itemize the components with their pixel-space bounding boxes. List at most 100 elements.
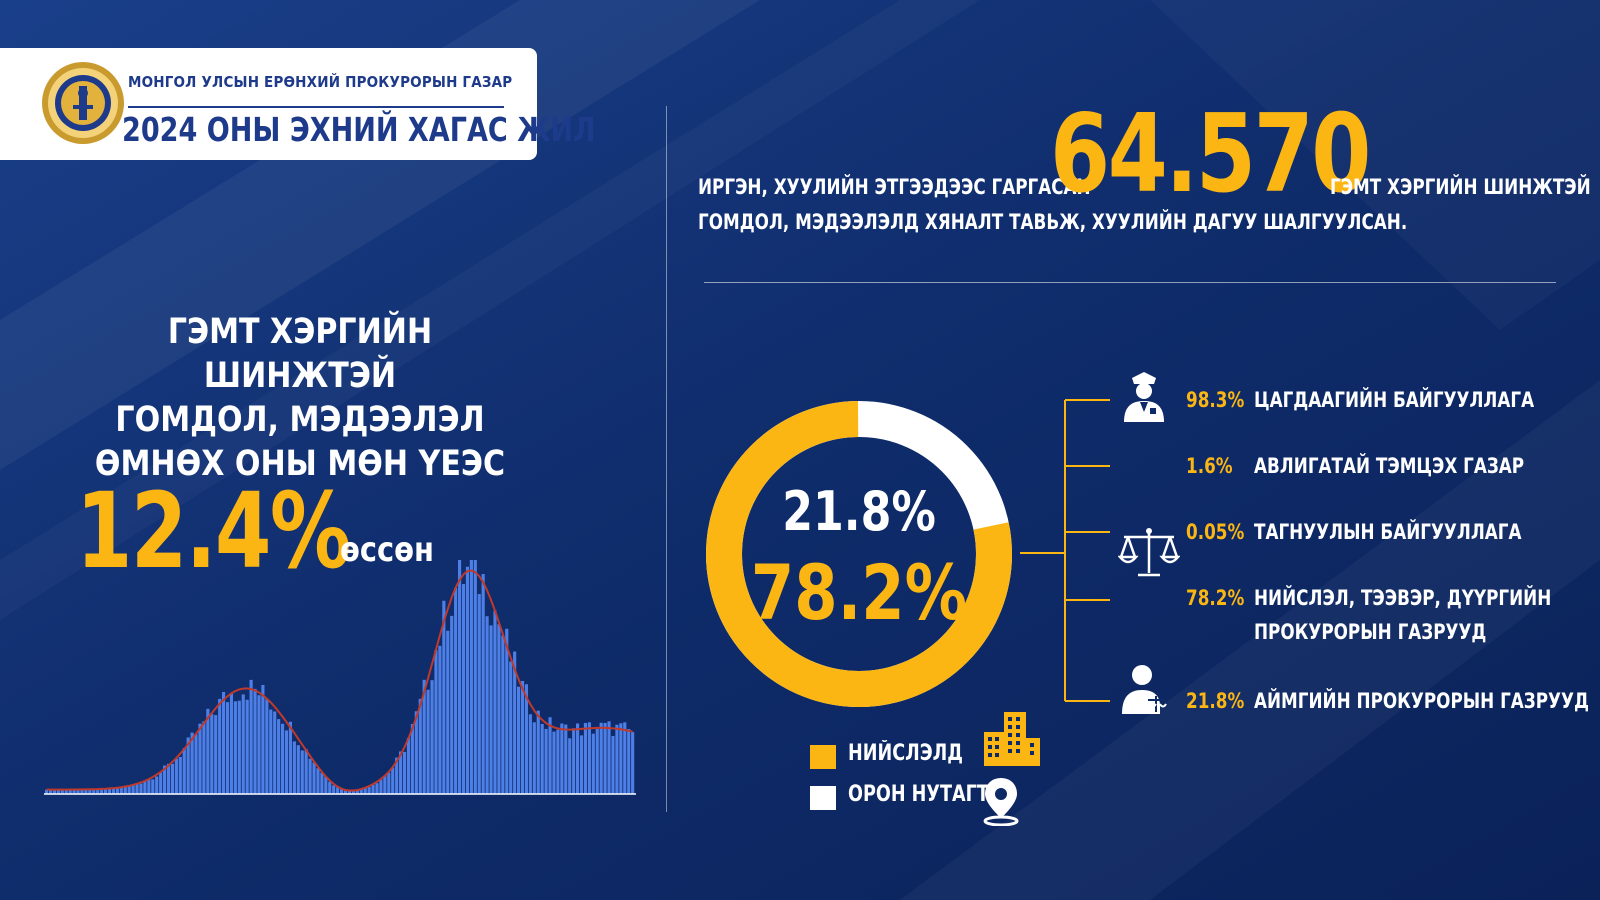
breakdown-label-intelligence: ТАГНУУЛЫН БАЙГУУЛЛАГА (1254, 515, 1522, 549)
decorative-bar (461, 584, 466, 794)
decorative-bar (576, 723, 580, 794)
decorative-bar (509, 661, 513, 794)
decorative-bar (131, 784, 135, 794)
decorative-bar (473, 560, 477, 794)
decorative-bar (497, 624, 501, 794)
decorative-bar (367, 786, 371, 794)
decorative-bar (583, 722, 588, 794)
decorative-bar (72, 789, 76, 794)
decorative-bar (481, 574, 485, 794)
decorative-bar (591, 733, 595, 794)
decorative-bar (80, 789, 84, 794)
decorative-bar (363, 787, 367, 794)
decorative-bar (178, 756, 182, 794)
growth-title-line: ГОМДОЛ, МЭДЭЭЛЭЛ (115, 400, 485, 440)
decorative-bar (135, 783, 139, 794)
breakdown-label-line: АЙМГИЙН ПРОКУРОРЫН ГАЗРУУД (1254, 689, 1589, 713)
growth-word: өссөн (340, 530, 434, 570)
decorative-bar (599, 722, 603, 794)
decorative-bar (552, 731, 556, 794)
decorative-bar (611, 736, 615, 794)
header-card: МОНГОЛ УЛСЫН ЕРӨНХИЙ ПРОКУРОРЫН ГАЗАР 20… (0, 48, 595, 160)
decorative-bar (560, 723, 564, 794)
decorative-bar (257, 695, 261, 794)
city-buildings-icon (984, 712, 1040, 766)
decorative-bar (615, 724, 619, 794)
decorative-bar (395, 757, 399, 794)
decorative-bar (320, 772, 324, 794)
decorative-bar (548, 717, 552, 794)
decorative-bar (359, 788, 363, 794)
decorative-bar (139, 783, 143, 794)
breakdown-pct-aimag-prosecutors: 21.8% (1186, 689, 1245, 713)
decorative-bar (623, 722, 627, 794)
decorative-bar (273, 711, 277, 794)
breakdown-label-line: ТАГНУУЛЫН БАЙГУУЛЛАГА (1254, 520, 1522, 544)
decorative-bar (304, 749, 308, 794)
decorative-bar (277, 719, 281, 794)
decorative-bar (442, 600, 446, 794)
breakdown-pct-intelligence: 0.05% (1186, 520, 1245, 544)
decorative-bar (159, 772, 163, 794)
decorative-bar (170, 763, 175, 794)
decorative-bar (513, 651, 517, 794)
decorative-bar (426, 689, 430, 794)
statement-suffix: ГЭМТ ХЭРГИЙН ШИНЖТЭЙ (1330, 175, 1591, 199)
decorative-bar (536, 710, 540, 794)
decorative-bar (406, 737, 411, 794)
decorative-bar (269, 709, 273, 794)
decorative-bar (410, 724, 414, 794)
statement-prefix: ИРГЭН, ХУУЛИЙН ЭТГЭЭДЭЭС ГАРГАСАН (698, 175, 1091, 199)
decorative-bar (627, 729, 631, 794)
decorative-bar (68, 789, 72, 794)
growth-title: ГЭМТ ХЭРГИЙН ШИНЖТЭЙ ГОМДОЛ, МЭДЭЭЛЭЛ ӨМ… (94, 310, 507, 486)
decorative-bar (631, 732, 635, 794)
legend-label-rural: ОРОН НУТАГТ (848, 782, 989, 807)
decorative-bar (430, 680, 434, 794)
decorative-bar (174, 758, 178, 794)
decorative-bar (104, 788, 108, 794)
decorative-bar (225, 702, 230, 794)
decorative-bar (115, 787, 119, 794)
decorative-bar (587, 722, 591, 794)
decorative-bar (324, 776, 328, 794)
decorative-bar (245, 699, 249, 794)
decorative-bar (166, 763, 171, 794)
decorative-bar (438, 645, 442, 794)
legend-swatch-rural (810, 786, 836, 810)
decorative-bar (163, 765, 167, 794)
decorative-bar (485, 616, 489, 794)
decorative-bar (182, 748, 186, 794)
header-divider (128, 106, 504, 108)
decorative-bar (524, 684, 529, 794)
breakdown-label-line: АВЛИГАТАЙ ТЭМЦЭХ ГАЗАР (1254, 454, 1525, 478)
decorative-bar (210, 714, 214, 794)
decorative-bar (355, 789, 359, 794)
decorative-bar (332, 785, 336, 794)
decorative-bar (422, 679, 426, 794)
legend-label-capital: НИЙСЛЭЛД (848, 741, 963, 766)
decorative-bar (375, 783, 379, 794)
decorative-bar (96, 788, 100, 794)
donut-rural-label: 21.8% (782, 480, 936, 543)
decorative-bar (265, 699, 269, 794)
decorative-bar (477, 594, 481, 794)
decorative-bar (454, 587, 458, 794)
decorative-bar (151, 779, 155, 794)
decorative-bar (383, 775, 387, 794)
decorative-bar (469, 560, 473, 794)
decorative-bar (52, 789, 57, 794)
decorative-bar (111, 788, 116, 794)
breakdown-pct-police: 98.3% (1186, 388, 1245, 412)
decorative-bar (489, 625, 493, 794)
growth-title-line: ӨМНӨХ ОНЫ МӨН ҮЕЭС (94, 444, 506, 484)
decorative-bar (540, 723, 544, 794)
decorative-bar (328, 781, 332, 794)
decorative-bar (76, 789, 80, 794)
decorative-bar (241, 694, 245, 794)
decorative-bar (520, 680, 525, 794)
decorative-bar (371, 784, 375, 794)
decorative-bar (532, 722, 536, 794)
decorative-bar (501, 635, 505, 794)
decorative-bar (391, 767, 395, 794)
